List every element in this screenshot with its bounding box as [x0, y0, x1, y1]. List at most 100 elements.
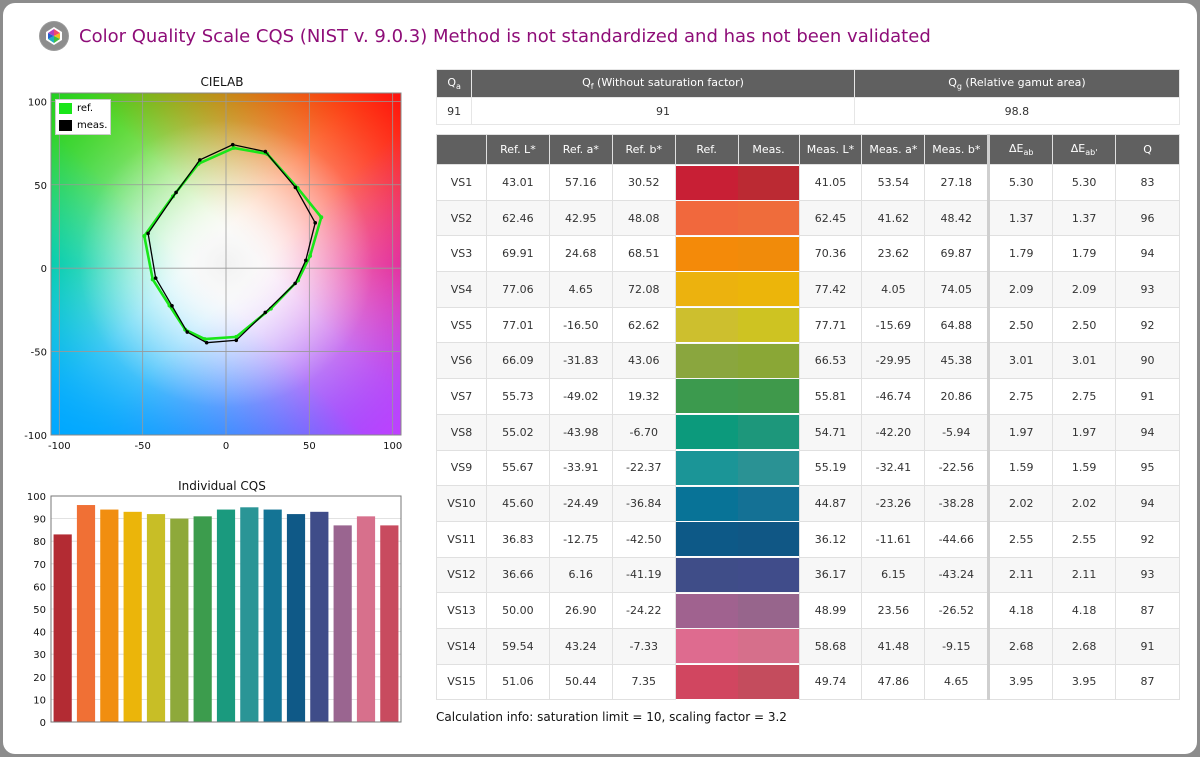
- ref-point: [319, 215, 324, 220]
- ref-color-swatch: [675, 557, 739, 593]
- ref-color-swatch: [675, 271, 739, 308]
- cell-q: 94: [1115, 485, 1180, 522]
- table-row: VS1 43.01 57.16 30.52 41.05 53.54 27.18 5.30 5.3…: [436, 164, 1180, 201]
- meas-point: [313, 221, 318, 225]
- meas-point: [146, 231, 150, 236]
- cell-rb: -36.84: [611, 485, 676, 522]
- cqs-bar: [170, 518, 189, 722]
- cell-ml: 49.74: [798, 663, 863, 701]
- cell-ma: 4.05: [861, 271, 926, 308]
- meas-point: [263, 149, 268, 154]
- app-window: Color Quality Scale CQS (NIST v. 9.0.3) …: [3, 3, 1197, 754]
- ref-color-swatch: [675, 342, 739, 379]
- cell-mb: -9.15: [924, 627, 990, 665]
- cell-ml: 77.71: [798, 306, 863, 344]
- meas-point: [174, 190, 178, 195]
- cielab-y-tick: 100: [28, 97, 47, 108]
- meas-swatch-fill: [738, 557, 799, 592]
- cell-mb: 74.05: [924, 271, 990, 308]
- meas-color-swatch: [738, 379, 799, 415]
- cell-de2: 2.02: [1052, 485, 1117, 522]
- cell-rb: -41.19: [611, 556, 676, 594]
- summary-header-qf: Qf (Without saturation factor): [471, 69, 855, 98]
- summary-header-qa: Qa: [435, 69, 473, 98]
- cielab-y-tick: -50: [31, 348, 47, 359]
- cell-ra: -43.98: [548, 413, 613, 451]
- individual-cqs-title: Individual CQS: [178, 479, 266, 493]
- page-title: Color Quality Scale CQS (NIST v. 9.0.3) …: [79, 25, 931, 47]
- ref-point: [202, 337, 207, 342]
- ref-swatch-fill: [675, 236, 739, 271]
- meas-point: [230, 142, 235, 147]
- bar-y-tick: 70: [33, 560, 46, 571]
- cell-name: VS13: [436, 592, 487, 629]
- summary-value-qf: 91: [471, 97, 855, 125]
- meas-color-swatch: [738, 450, 799, 486]
- cell-de: 3.95: [987, 663, 1054, 701]
- cell-ma: 53.54: [861, 164, 926, 201]
- cell-de: 1.79: [987, 235, 1054, 273]
- cell-ml: 36.12: [798, 520, 863, 558]
- cell-ra: 43.24: [548, 627, 613, 665]
- meas-point: [198, 158, 202, 162]
- ref-color-swatch: [675, 628, 739, 665]
- cell-q: 96: [1115, 199, 1180, 237]
- cqs-bar: [146, 514, 166, 722]
- col-header-sample: [436, 134, 487, 165]
- meas-point: [170, 304, 174, 308]
- bar-y-tick: 20: [33, 673, 46, 684]
- cqs-bar: [380, 525, 399, 722]
- table-row: VS8 55.02 -43.98 -6.70 54.71 -42.20 -5.94 1.97 1…: [436, 413, 1180, 451]
- cell-ma: -29.95: [861, 342, 926, 380]
- cell-de2: 4.18: [1052, 592, 1117, 629]
- cell-de: 5.30: [987, 164, 1054, 201]
- ref-swatch-fill: [675, 415, 739, 450]
- cell-rl: 55.02: [485, 413, 550, 451]
- cell-name: VS11: [436, 520, 487, 558]
- col-header-ref-l: Ref. L*: [485, 134, 550, 165]
- meas-swatch-fill: [738, 522, 799, 557]
- cell-ma: -11.61: [861, 520, 926, 558]
- ref-swatch-fill: [675, 486, 739, 521]
- cell-de2: 2.68: [1052, 627, 1117, 665]
- legend-swatch-meas: [59, 120, 72, 131]
- ref-color-swatch: [675, 307, 739, 343]
- meas-point: [185, 330, 190, 334]
- cielab-chart: CIELAB: [3, 69, 423, 459]
- meas-color-swatch: [738, 664, 799, 700]
- cell-ml: 36.17: [798, 556, 863, 594]
- cell-ra: -33.91: [548, 449, 613, 487]
- cell-de: 2.50: [987, 306, 1054, 344]
- meas-color-swatch: [738, 521, 799, 557]
- cell-de: 1.37: [987, 199, 1054, 237]
- cell-de: 2.09: [987, 271, 1054, 308]
- cell-mb: 20.86: [924, 378, 990, 415]
- meas-swatch-fill: [738, 236, 799, 271]
- cell-name: VS6: [436, 342, 487, 380]
- calculation-info: Calculation info: saturation limit = 10,…: [436, 710, 787, 724]
- cell-ma: 41.48: [861, 627, 926, 665]
- cell-rb: -24.22: [611, 592, 676, 629]
- individual-cqs-chart: Individual CQS 100 90 80 70 60 50 40 30 20 10 0: [3, 473, 423, 733]
- ref-color-swatch: [675, 450, 739, 486]
- legend-item-ref: ref.: [56, 100, 110, 117]
- cell-rl: 45.60: [485, 485, 550, 522]
- meas-swatch-fill: [738, 629, 799, 664]
- table-row: VS5 77.01 -16.50 62.62 77.71 -15.69 64.88 2.50 2…: [436, 306, 1180, 344]
- cqs-bar: [333, 525, 352, 722]
- summary-table: Qa Qf (Without saturation factor) Qg (Re…: [435, 69, 1181, 125]
- col-header-meas-color: Meas.: [737, 134, 800, 165]
- summary-value-qa: 91: [435, 97, 473, 125]
- cell-ma: 6.15: [861, 556, 926, 594]
- ref-color-swatch: [675, 236, 739, 272]
- cell-de2: 2.50: [1052, 306, 1117, 344]
- meas-point: [303, 258, 308, 263]
- cell-de2: 5.30: [1052, 164, 1117, 201]
- col-header-meas-l: Meas. L*: [798, 134, 863, 165]
- meas-point: [153, 276, 158, 280]
- summary-header-qg: Qg (Relative gamut area): [853, 69, 1181, 98]
- ref-swatch-fill: [675, 522, 739, 557]
- cell-rb: -22.37: [611, 449, 676, 487]
- cell-name: VS10: [436, 485, 487, 522]
